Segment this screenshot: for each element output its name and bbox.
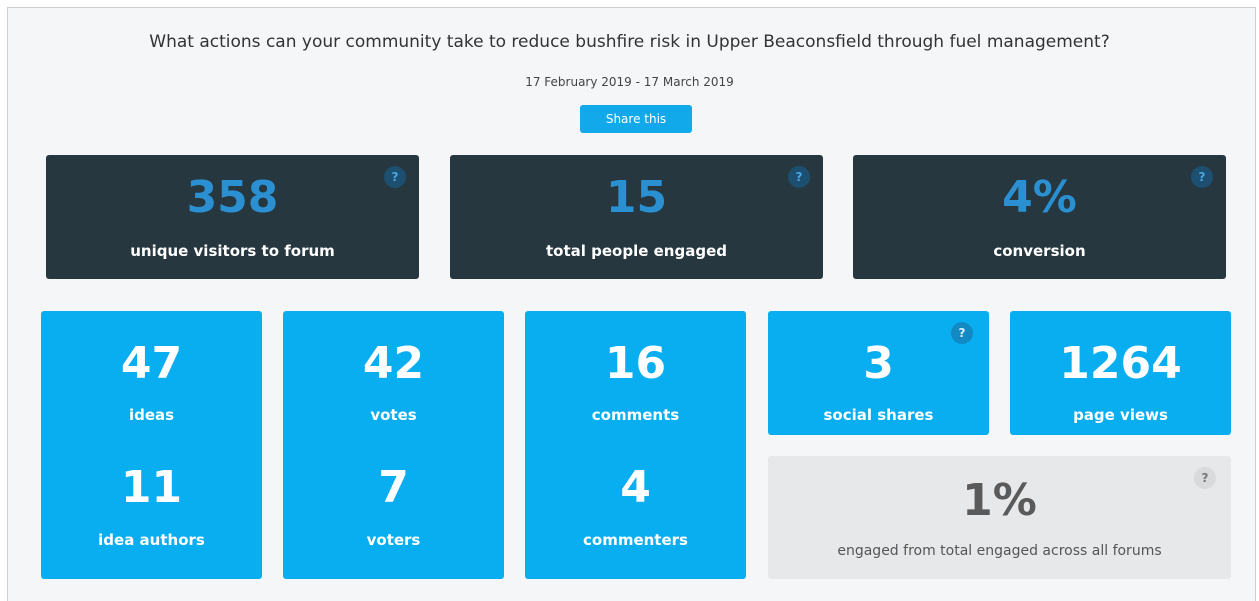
summary-card: 4% conversion? <box>853 155 1226 279</box>
share-button[interactable]: Share this <box>580 105 692 133</box>
stat-label: comments <box>591 406 680 424</box>
stat-label: commenters <box>583 531 688 549</box>
stat-label: voters <box>366 531 421 549</box>
stat-value: 47 <box>120 338 183 389</box>
stat-value: 11 <box>120 462 183 513</box>
reach-card: 3 social shares? <box>768 311 989 435</box>
stat-label: total people engaged <box>546 242 727 260</box>
title: What actions can your community take to … <box>149 32 1110 52</box>
stat-label: ideas <box>128 406 175 424</box>
stat-value: 7 <box>378 462 409 513</box>
stat-label: social shares <box>823 406 934 424</box>
help-icon[interactable]: ? <box>788 166 810 188</box>
help-icon[interactable]: ? <box>384 166 406 188</box>
stat-value: 4% <box>1002 172 1077 223</box>
help-icon[interactable]: ? <box>1194 467 1216 489</box>
stat-value: 3 <box>863 338 894 389</box>
stat-value: 358 <box>186 172 279 223</box>
activity-card: 42 votes 7 voters <box>283 311 504 579</box>
summary-card: 358 unique visitors to forum? <box>46 155 419 279</box>
help-icon[interactable]: ? <box>1191 166 1213 188</box>
summary-card: 15 total people engaged? <box>450 155 823 279</box>
stat-value: 16 <box>604 338 667 389</box>
stat-label: page views <box>1073 406 1168 424</box>
stat-label: votes <box>370 406 417 424</box>
stat-value: 42 <box>362 338 425 389</box>
activity-card: 16 comments 4 commenters <box>525 311 746 579</box>
stat-label: engaged from total engaged across all fo… <box>837 543 1162 559</box>
stat-value: 4 <box>620 462 651 513</box>
engagement-card: 1% engaged from total engaged across all … <box>768 456 1231 579</box>
activity-card: 47 ideas 11 idea authors <box>41 311 262 579</box>
stat-label: conversion <box>993 242 1086 260</box>
stat-value: 1264 <box>1059 338 1182 389</box>
reach-card: 1264 page views <box>1010 311 1231 435</box>
stat-label: idea authors <box>98 531 205 549</box>
stat-value: 15 <box>605 172 668 223</box>
stat-label: unique visitors to forum <box>130 242 335 260</box>
help-icon[interactable]: ? <box>951 322 973 344</box>
date-range: 17 February 2019 - 17 March 2019 <box>525 75 734 89</box>
stat-value: 1% <box>962 475 1037 526</box>
